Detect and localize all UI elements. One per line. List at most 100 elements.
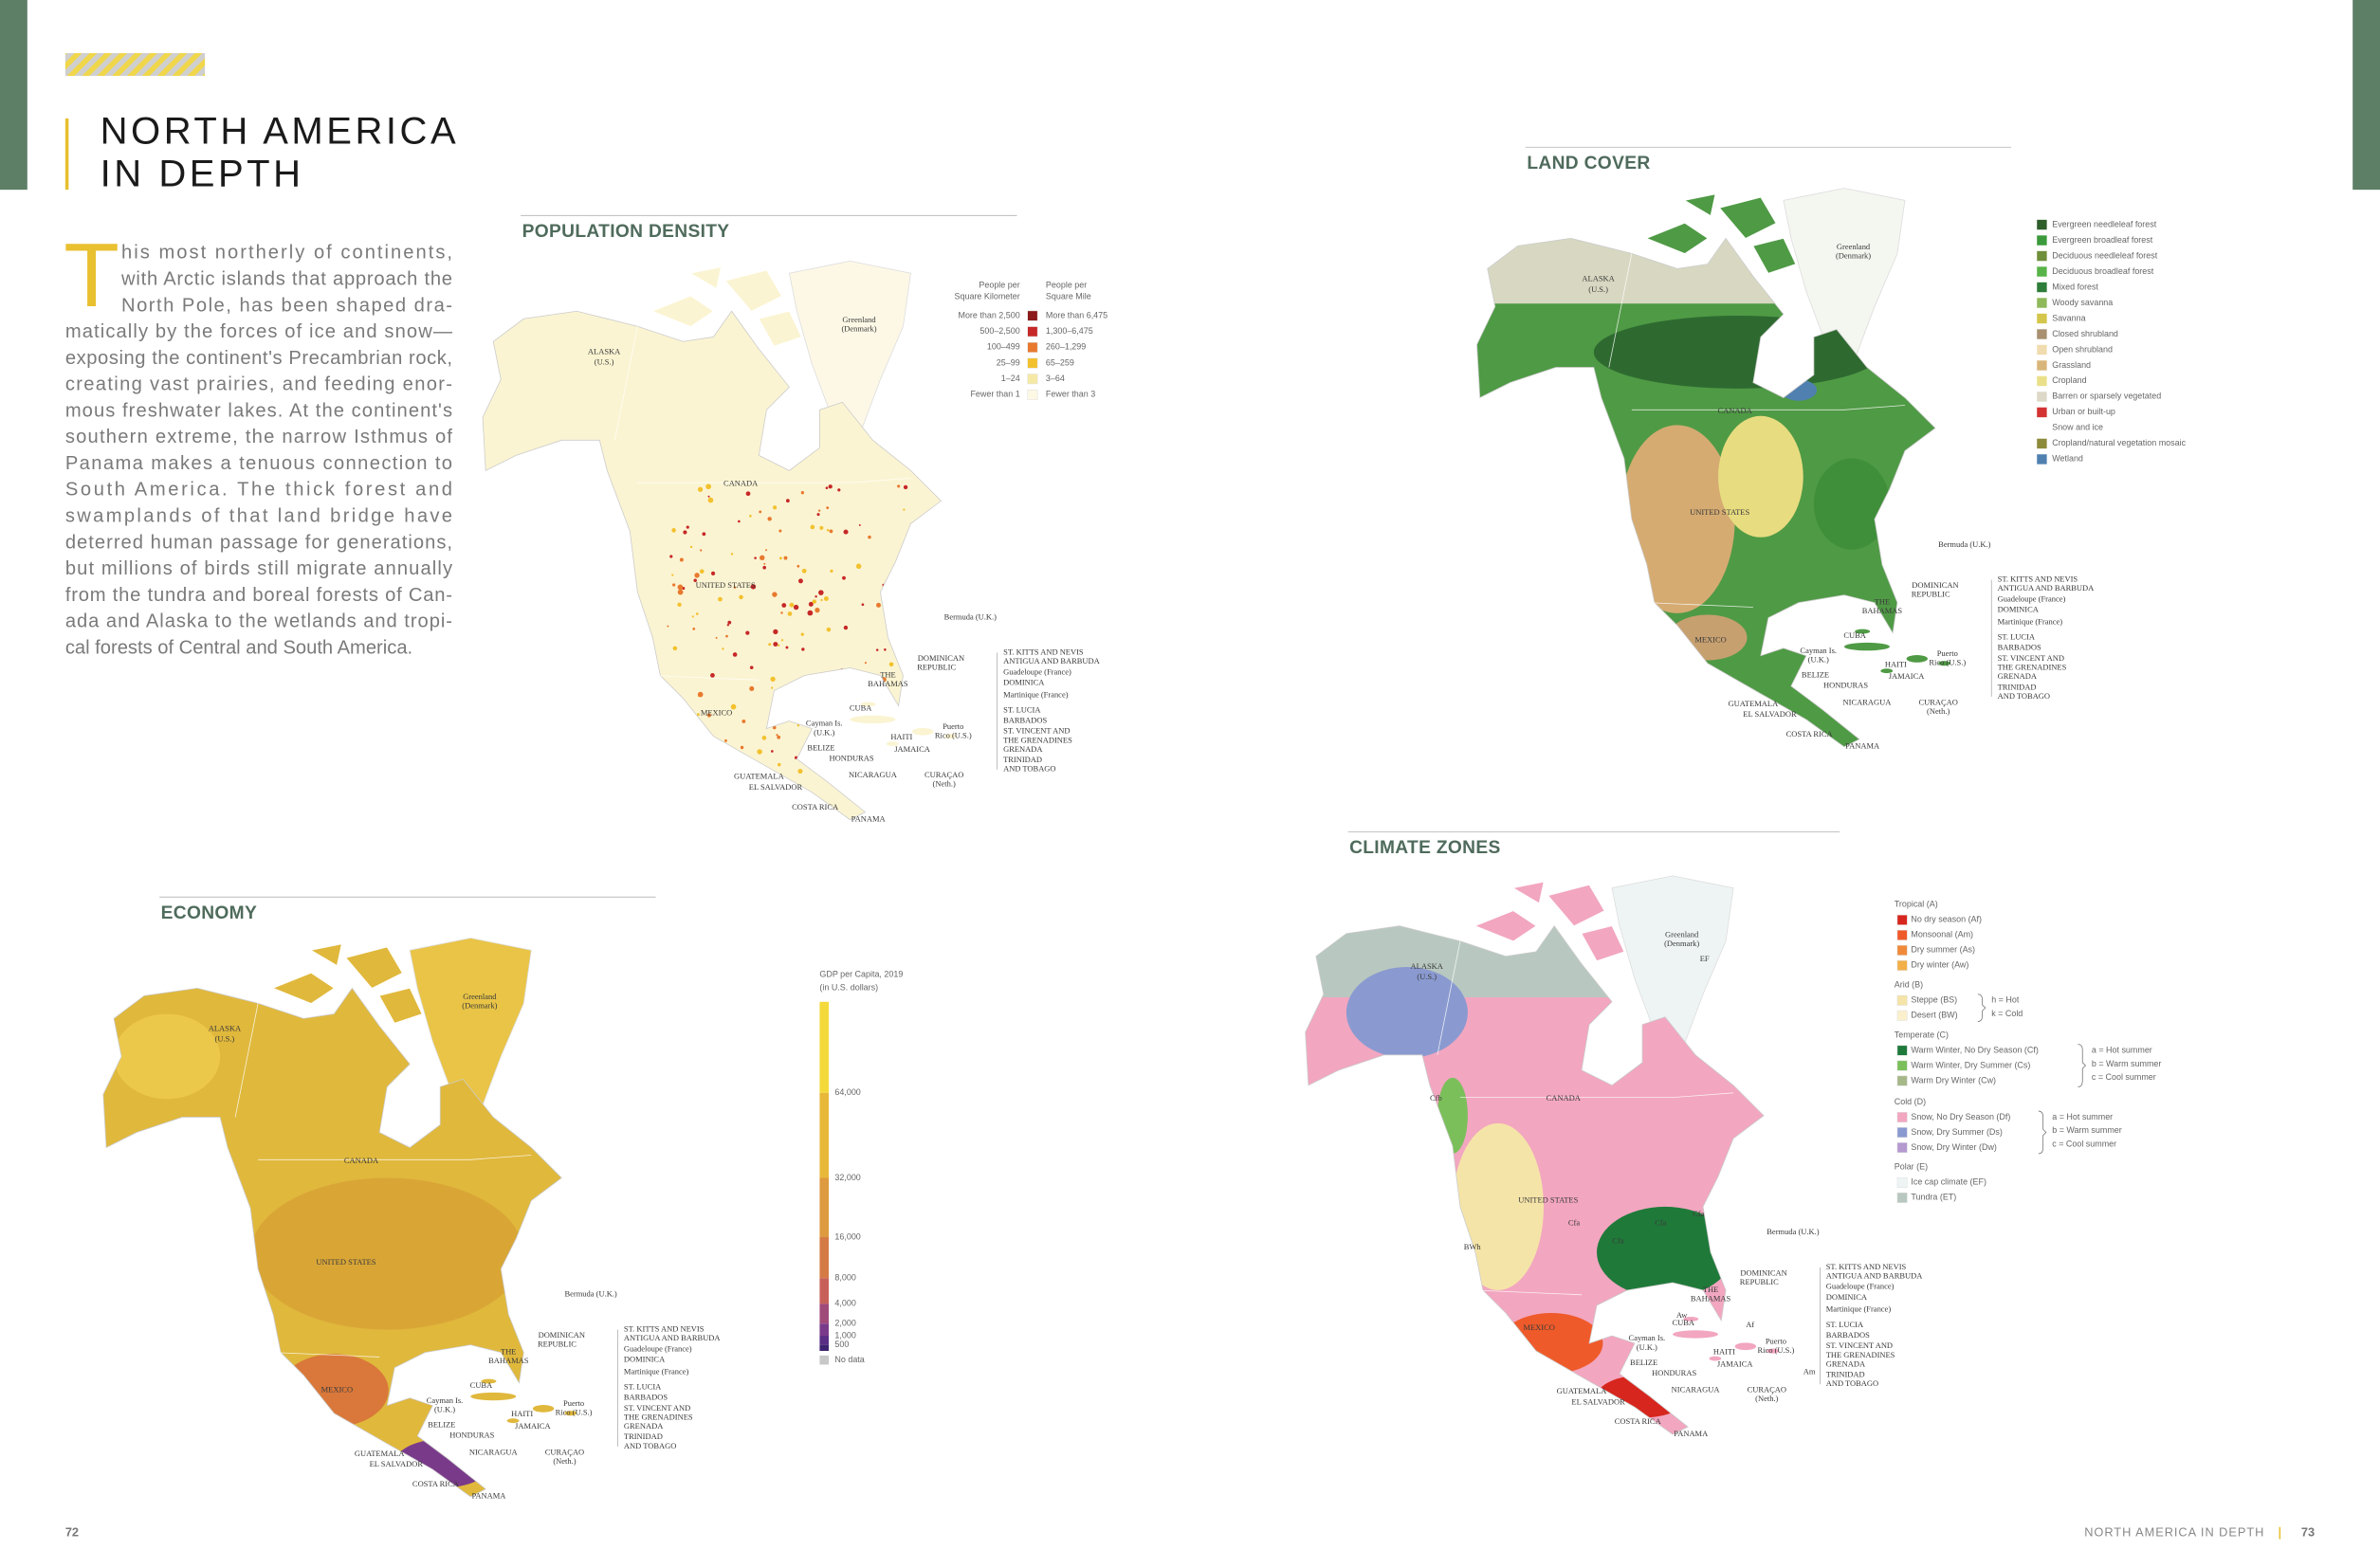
- settlement: [771, 686, 774, 689]
- settlement: [815, 608, 820, 613]
- settlement: [727, 620, 732, 625]
- legend-swatch: [1896, 959, 1908, 971]
- settlement: [759, 510, 762, 514]
- settlement: [796, 564, 800, 568]
- legend-swatch: [2037, 219, 2047, 230]
- legend-label: Open shrubland: [2052, 344, 2113, 354]
- title-line: IN DEPTH: [101, 153, 304, 194]
- island: [1843, 642, 1890, 651]
- legend-header: People per: [979, 280, 1019, 289]
- brace: [2078, 1044, 2087, 1087]
- legend-label: No dry season (Af): [1911, 915, 1982, 924]
- place-label: UNITED STATES: [1690, 507, 1749, 517]
- settlement: [823, 595, 829, 601]
- settlement: [707, 768, 711, 772]
- intro-line: from the tundra and boreal forests of Ca…: [65, 585, 452, 606]
- settlement: [689, 545, 693, 549]
- settlement: [773, 505, 778, 510]
- legend-label: Snow, Dry Winter (Dw): [1911, 1142, 1997, 1152]
- legend-label: Desert (BW): [1911, 1011, 1957, 1020]
- settlement: [778, 529, 782, 533]
- island: [850, 715, 896, 724]
- settlement: [750, 584, 757, 590]
- legend-note: k = Cold: [1991, 1009, 2023, 1018]
- settlement: [897, 484, 901, 488]
- settlement: [858, 523, 861, 526]
- ramp-step: [819, 1344, 830, 1352]
- place-label: ST. KITTS AND NEVIS: [1998, 574, 2078, 584]
- settlement: [781, 603, 787, 608]
- settlement: [721, 757, 725, 760]
- place-label: Martinique (France): [1003, 689, 1069, 699]
- place-label: Cayman Is.: [427, 1395, 464, 1405]
- place-label: GUATEMALA: [1729, 699, 1780, 708]
- place-label: (U.S.): [215, 1034, 235, 1044]
- settlement: [686, 738, 688, 741]
- legend: Tropical (A) No dry season (Af) Monsoonal …: [1895, 900, 2161, 1203]
- arctic-island: [1719, 196, 1777, 239]
- place-label: EL SALVADOR: [370, 1459, 424, 1468]
- settlement: [679, 557, 684, 562]
- brace: [1977, 994, 1986, 1022]
- place-label: Guadeloupe (France): [624, 1343, 692, 1353]
- settlement: [788, 702, 794, 707]
- settlement: [725, 634, 728, 638]
- settlement: [745, 491, 751, 497]
- legend-swatch: [1027, 310, 1038, 321]
- place-label: DOMINICAN: [539, 1330, 585, 1340]
- legend-swatch: [1896, 914, 1908, 925]
- settlement: [830, 569, 833, 573]
- settlement: [798, 578, 803, 584]
- place-label: Puerto: [563, 1398, 584, 1408]
- legend-swatch: [1027, 326, 1038, 337]
- settlement: [903, 484, 908, 490]
- settlement: [826, 627, 832, 632]
- settlement: [861, 603, 865, 607]
- legend-swatch: [2037, 407, 2047, 418]
- settlement: [858, 683, 864, 688]
- place-label: UNITED STATES: [696, 580, 756, 590]
- place-label: Bermuda (U.K.): [944, 612, 997, 622]
- greenland: [409, 938, 532, 1119]
- place-label: Cayman Is.: [1629, 1333, 1666, 1342]
- settlement: [837, 488, 841, 492]
- settlement: [875, 648, 879, 651]
- arctic-island: [651, 295, 714, 327]
- zone-code: Af: [1746, 1320, 1754, 1329]
- settlement: [718, 596, 723, 602]
- place-label: Martinique (France): [624, 1366, 689, 1376]
- settlement: [807, 610, 814, 616]
- place-label: THE GRENADINES: [1003, 735, 1072, 744]
- legend-label: Dry summer (As): [1911, 945, 1975, 955]
- place-label: DOMINICA: [1003, 677, 1045, 686]
- settlement: [692, 628, 696, 630]
- place-label: ANTIGUA AND BARBUDA: [624, 1333, 721, 1342]
- settlement: [667, 625, 669, 628]
- panel-title: ECONOMY: [161, 903, 257, 923]
- place-label: (Denmark): [841, 323, 876, 333]
- settlement: [786, 685, 792, 691]
- settlement: [768, 643, 772, 647]
- settlement: [855, 563, 862, 569]
- region: [1346, 966, 1468, 1059]
- settlement: [749, 514, 752, 518]
- place-label: AND TOBAGO: [1003, 764, 1055, 774]
- map-fill: [1476, 238, 1935, 661]
- place-label: TRINIDAD: [1998, 682, 2037, 691]
- settlement: [749, 685, 755, 691]
- settlement: [677, 589, 684, 595]
- settlement: [777, 735, 781, 739]
- settlement: [787, 611, 793, 616]
- place-label: AND TOBAGO: [624, 1441, 676, 1450]
- settlement: [677, 711, 680, 715]
- settlement: [805, 700, 811, 705]
- zone-code: Cfa: [1568, 1217, 1580, 1227]
- legend-swatch: [819, 1355, 830, 1365]
- legend-note: c = Cool summer: [2052, 1140, 2116, 1149]
- settlement: [767, 517, 772, 521]
- ramp-label: 4,000: [834, 1299, 855, 1308]
- place-label: HONDURAS: [1823, 681, 1868, 690]
- legend-label: Warm Winter, Dry Summer (Cs): [1911, 1060, 2030, 1069]
- place-label: HONDURAS: [449, 1431, 494, 1440]
- island: [1938, 661, 1950, 666]
